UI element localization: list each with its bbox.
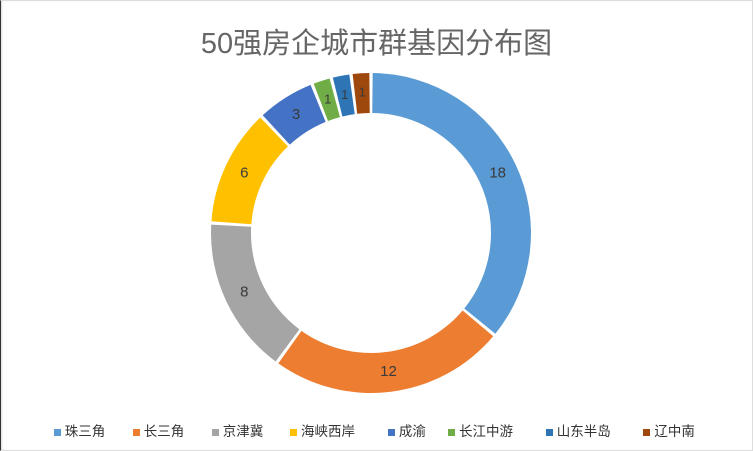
svg-text:1: 1 xyxy=(324,91,331,106)
svg-text:6: 6 xyxy=(240,164,248,181)
svg-text:12: 12 xyxy=(380,363,397,380)
svg-text:18: 18 xyxy=(489,164,506,181)
svg-text:3: 3 xyxy=(292,106,300,123)
svg-text:1: 1 xyxy=(341,87,348,102)
svg-text:8: 8 xyxy=(240,284,248,301)
svg-text:1: 1 xyxy=(359,85,366,100)
